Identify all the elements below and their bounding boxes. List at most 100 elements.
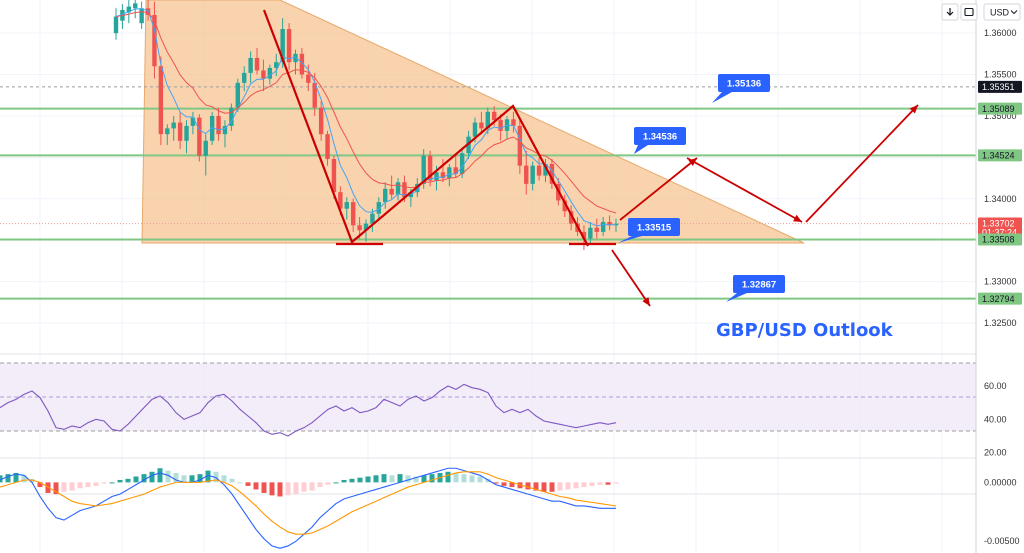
candle-body	[152, 14, 157, 67]
callout-label: 1.32867	[742, 280, 776, 291]
macd-histogram-bar	[317, 482, 323, 488]
candle-body	[562, 200, 567, 212]
rsi-axis-tick: 20.00	[984, 448, 1007, 458]
candle-body	[171, 122, 176, 129]
forecast-arrow-up-1	[619, 157, 698, 221]
candle-body	[600, 221, 606, 232]
macd-histogram-bar	[109, 482, 115, 484]
camera-icon	[964, 7, 974, 17]
callout-pointer	[726, 293, 747, 302]
macd-histogram-bar	[381, 474, 387, 483]
candle-body	[370, 213, 375, 224]
price-tag-value: 1.35089	[982, 104, 1015, 114]
candle-body	[126, 6, 132, 13]
macd-histogram-bar	[85, 482, 91, 488]
macd-histogram-bar	[229, 478, 235, 483]
currency-label: USD	[990, 8, 1010, 18]
macd-histogram-bar	[189, 475, 195, 483]
candle-body	[427, 155, 433, 181]
candle-body	[306, 74, 311, 83]
callout-label: 1.33515	[637, 223, 672, 234]
price-axis-tick: 1.33000	[984, 277, 1017, 287]
macd-histogram-bar	[173, 472, 179, 483]
candle-body	[344, 202, 349, 209]
macd-histogram-bar	[37, 482, 43, 488]
macd-histogram-bar	[101, 482, 107, 484]
macd-histogram-bar	[325, 482, 331, 485]
macd-histogram-bar	[341, 480, 347, 483]
macd-histogram-bar	[397, 474, 403, 483]
candle-body	[402, 182, 407, 198]
macd-histogram-bar	[477, 476, 483, 483]
candle-body	[113, 16, 119, 34]
forecast-arrows	[611, 104, 919, 307]
price-tag	[978, 292, 1022, 305]
price-tag	[978, 217, 1022, 238]
price-axis-tick: 1.32500	[984, 318, 1017, 328]
descending-triangle-pattern	[141, 0, 805, 244]
candle-body	[357, 225, 362, 231]
macd-histogram-bar	[0, 475, 3, 483]
candle-body	[318, 107, 324, 135]
moving-averages	[115, 8, 617, 227]
candle-body	[408, 192, 414, 198]
macd-histogram-bar	[245, 482, 251, 486]
price-tags: 1.353511.350891.345241.3370201:37:241.33…	[978, 80, 1022, 305]
price-tag-value: 1.33508	[982, 235, 1015, 245]
candle-body	[133, 3, 138, 9]
macd-histogram-bar	[517, 482, 523, 489]
snapshot-button[interactable]	[960, 3, 978, 21]
fast-moving-average	[115, 8, 617, 227]
macd-histogram-bar	[525, 482, 531, 490]
macd-histogram-bar	[221, 475, 227, 483]
candle-body	[165, 128, 170, 135]
candle-body	[197, 117, 202, 156]
macd-histogram-bar	[69, 482, 75, 491]
candle-body	[235, 82, 240, 108]
chart-toolbar: USD	[941, 3, 1021, 21]
chevron-down-icon	[1010, 10, 1018, 15]
macd-histogram-bar	[453, 472, 459, 483]
macd-histogram-bar	[197, 474, 203, 483]
macd-histogram-bar	[205, 470, 211, 483]
rsi-axis-tick: 40.00	[984, 414, 1007, 424]
price-axis-tick: 1.36000	[984, 28, 1017, 38]
macd-histogram-bar	[461, 474, 467, 483]
forecast-arrow-breakdown-head	[642, 297, 650, 306]
callout-label: 1.35136	[727, 79, 761, 90]
macd-histogram-bar	[357, 477, 363, 483]
currency-select[interactable]: USD	[983, 3, 1021, 21]
price-tag	[978, 149, 1022, 162]
macd-histogram-bar	[501, 482, 507, 486]
candle-body	[350, 202, 356, 226]
candle-body	[440, 172, 446, 179]
macd-histogram-bar	[469, 475, 475, 483]
price-tag	[978, 80, 1022, 93]
candle-body	[229, 107, 234, 126]
candle-body	[331, 159, 337, 193]
macd-line	[0, 467, 616, 549]
candle-body	[338, 192, 343, 209]
callout-label: 1.34536	[643, 132, 677, 143]
macd-histogram-bar	[541, 482, 547, 492]
macd-histogram-bar	[181, 475, 187, 483]
candle-body	[568, 211, 574, 224]
macd-histogram-bar	[157, 468, 163, 483]
macd-histogram-bar	[301, 482, 307, 492]
price-callouts: 1.35136 1.34536 1.33515 1.32867	[618, 74, 785, 302]
macd-axis-tick: -0.00500	[984, 536, 1020, 546]
macd-histogram-bar	[445, 471, 451, 483]
download-button[interactable]	[941, 3, 959, 21]
callout-box	[733, 275, 785, 293]
candle-body	[184, 125, 189, 141]
candle-body	[389, 188, 394, 195]
candle-body	[363, 223, 369, 231]
candle-body	[312, 82, 317, 108]
rsi-axis-tick: 60.00	[984, 381, 1007, 391]
price-axis-tick: 1.35000	[984, 111, 1017, 121]
forecast-arrow-down	[686, 157, 803, 223]
macd-histogram-bar	[389, 475, 395, 483]
candle-body	[498, 120, 503, 131]
forecast-arrow-breakdown	[611, 249, 651, 307]
